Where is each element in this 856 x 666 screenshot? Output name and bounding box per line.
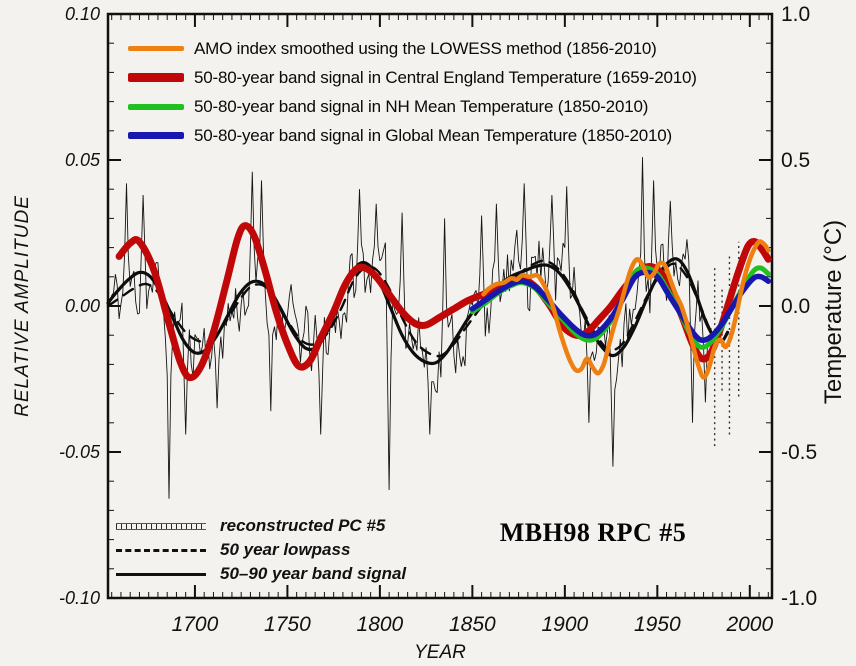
y-left-tick-label: 0.05 [65,150,101,170]
y-left-tick-label: -0.10 [59,588,100,608]
legend-label: 50-80-year band signal in NH Mean Temper… [194,96,649,116]
amo-line-swatch [128,46,184,51]
y-right-tick-label: -1.0 [781,587,817,610]
dashed-line-swatch [116,548,206,552]
inner-legend-item-band: 50–90 year band signal [116,562,406,586]
series-line-50-80-year-band-signal-in-global-mean-temperature [469,269,772,344]
x-axis-title: YEAR [414,642,466,663]
inner-legend-item-lowpass: 50 year lowpass [116,538,406,562]
y-right-tick-label: 0.0 [781,295,810,318]
series-line-reconstructed-pc-5 [107,157,714,499]
x-tick-label: 1900 [541,613,588,636]
inner-legend-item-pc5: reconstructed PC #5 [116,514,406,538]
legend-label: 50-80-year band signal in Global Mean Te… [194,125,672,145]
x-tick-label: 2000 [725,613,773,636]
x-tick-label: 1700 [172,613,219,636]
global-line-swatch [128,132,184,139]
cet-line-swatch [128,73,184,82]
legend-item-nh: 50-80-year band signal in NH Mean Temper… [128,92,697,121]
legend-item-cet: 50-80-year band signal in Central Englan… [128,63,697,92]
legend-label: 50-80-year band signal in Central Englan… [194,67,697,87]
y-right-tick-label: 1.0 [781,3,810,26]
annotation-mbh98: MBH98 RPC #5 [499,518,687,547]
series-line-50-year-lowpass [106,259,714,358]
y-left-axis-title: RELATIVE AMPLITUDE [12,195,33,417]
y-right-tick-label: 0.5 [781,149,810,172]
noisy-line-swatch [116,522,206,530]
y-left-tick-label: 0.10 [65,4,100,24]
inner-legend-label: 50–90 year band signal [220,564,407,583]
y-left-tick-label: -0.05 [59,442,101,462]
x-tick-label: 1800 [357,613,404,636]
y-right-axis-title: Temperature (°C) [820,220,847,404]
legend: AMO index smoothed using the LOWESS meth… [128,34,697,150]
inner-legend-label: 50 year lowpass [220,540,351,559]
inner-legend: reconstructed PC #5 50 year lowpass 50–9… [116,514,406,586]
x-tick-label: 1750 [264,613,311,636]
x-tick-label: 1950 [634,613,681,636]
y-left-tick-label: 0.00 [65,296,100,316]
x-tick-label: 1850 [449,613,496,636]
inner-legend-label: reconstructed PC #5 [220,516,386,535]
series-line-amo-index-smoothed-lowess [481,239,771,380]
nh-line-swatch [128,103,184,110]
band-line-swatch [116,572,206,576]
y-right-tick-label: -0.5 [781,441,817,464]
legend-item-amo: AMO index smoothed using the LOWESS meth… [128,34,697,63]
legend-item-global: 50-80-year band signal in Global Mean Te… [128,121,697,150]
legend-label: AMO index smoothed using the LOWESS meth… [194,38,657,58]
